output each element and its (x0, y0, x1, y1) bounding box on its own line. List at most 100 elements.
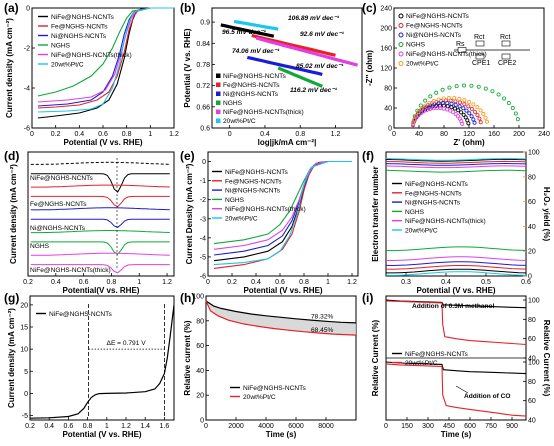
x-tick-label-b: 1.2 (331, 131, 341, 138)
nyquist-point-c (513, 111, 518, 116)
y-tick-label-c: 40 (384, 106, 392, 113)
nyquist-point-c (467, 111, 472, 116)
x-tick-label-b: 0.4 (260, 131, 270, 138)
nyquist-point-c (510, 106, 515, 111)
series-line-i (385, 300, 527, 346)
y-tick-label-h: 20 (196, 393, 204, 400)
nyquist-point-c (441, 96, 446, 101)
y-tick-label-a: 0 (26, 6, 30, 13)
x-tick-label-c: 120 (463, 131, 475, 138)
x-axis-label-i: Time (s) (441, 430, 472, 439)
legend-marker-c (398, 51, 404, 57)
y-tick-label-e: -1 (200, 178, 206, 185)
y-axis-label-g: Current density (mA cm⁻²) (7, 308, 16, 408)
legend-marker-c (398, 13, 404, 19)
nyquist-point-c (475, 113, 480, 118)
x-tick-label-c: 200 (513, 131, 525, 138)
x-tick-label-i: 600 (464, 423, 476, 430)
nyquist-point-c (456, 108, 461, 113)
x-axis-label-g: Potential (V vs. RHE) (62, 430, 141, 439)
legend-entry-g: NiFe@NGHS-NCNTs (49, 311, 112, 318)
x-tick-label-c: 0 (392, 131, 396, 138)
legend-entry-a: NGHS (51, 43, 71, 50)
x-tick-label-h: 4000 (258, 423, 274, 430)
tafel-line-b (255, 36, 359, 67)
legend-entry-c: NiFe@NGHS-NCNTs (406, 13, 469, 20)
nyquist-point-c (477, 116, 482, 121)
x-tick-label-e: 0.2 (227, 279, 237, 286)
series-line-h (205, 300, 357, 336)
x-tick-label-g: 0.4 (44, 423, 54, 430)
x-tick-label-d: 1 (137, 279, 141, 286)
circuit-label-c: Rct (500, 34, 511, 41)
y-right-tick-label-i: 40 (528, 418, 536, 425)
y-tick-label-h: 80 (196, 318, 204, 325)
x-tick-label-a: 1.2 (169, 131, 179, 138)
slope-annotation-b: 96.5 mV dec⁻¹ (222, 29, 267, 36)
legend-entry-b: 20wt%Pt/C (223, 118, 256, 125)
x-tick-label-i: 900 (506, 423, 518, 430)
cv-label-d: NiFe@NGHS-NCNTs (30, 175, 93, 182)
legend-marker-b (216, 91, 221, 96)
nyquist-point-c (452, 106, 457, 111)
plot-frame-h (205, 295, 357, 421)
legend-entry-e: Fe@NGHS-NCNTs (225, 178, 282, 185)
x-tick-label-a: 0.4 (74, 131, 84, 138)
nyquist-point-c (459, 110, 464, 115)
legend-entry-a: NiFe@NGHS-NCNTs (51, 14, 114, 21)
x-tick-label-f: 0.4 (441, 279, 451, 286)
legend-entry-f: NiFe@NGHS-NCNTs(thick) (405, 218, 486, 225)
y-right-tick-label-f: 40 (528, 224, 536, 231)
legend-entry-f: NiFe@NGHS-NCNTs (405, 181, 468, 188)
nyquist-point-c (453, 102, 458, 107)
y-tick-label-h: 100 (192, 294, 204, 301)
legend-entry-b: Ni@NGHS-NCNTs (223, 91, 279, 98)
nyquist-point-c (418, 103, 423, 108)
legend-entry-b: Fe@NGHS-NCNTs (223, 82, 280, 89)
cv-line-d (30, 161, 170, 165)
nyquist-point-c (478, 120, 483, 125)
x-tick-label-c: 80 (440, 131, 448, 138)
nyquist-point-c (452, 96, 457, 101)
plot-frame-d (27, 151, 175, 277)
y-tick-label-c: 240 (380, 6, 392, 13)
legend-entry-h: NiFe@NGHS-NCNTs (243, 385, 306, 392)
x-tick-label-d: 1.2 (162, 279, 172, 286)
y-right-tick-label-i: 100 (528, 360, 540, 367)
electron-number-line-f (385, 169, 527, 173)
x-tick-label-g: 0.8 (83, 423, 93, 430)
nyquist-point-c (449, 105, 454, 110)
x-tick-label-c: 160 (488, 131, 500, 138)
legend-marker-b (216, 73, 221, 78)
legend-marker-b (216, 109, 221, 114)
cv-line-d (30, 241, 170, 255)
x-tick-label-g: 0.6 (64, 423, 74, 430)
circuit-resistor-c (457, 47, 467, 53)
tafel-line-b (251, 33, 336, 57)
y-tick-label-c: 0 (388, 126, 392, 133)
x-tick-label-d: 0.2 (23, 279, 33, 286)
nyquist-point-c (469, 114, 474, 119)
y-axis-label-e: Current Density (mA cm⁻²) (185, 163, 194, 264)
x-axis-label-b: log|jk/mA cm⁻²| (258, 138, 317, 147)
series-line-g (29, 304, 175, 419)
x-tick-label-g: 1.4 (140, 423, 150, 430)
slope-annotation-b: 116.2 mV dec⁻¹ (290, 87, 338, 94)
delta-e-annotation-g: ΔE = 0.791 V (107, 340, 147, 347)
legend-entry-b: NiFe@NGHS-NCNTs (223, 73, 286, 80)
nyquist-point-c (484, 119, 489, 124)
legend-entry-a: Fe@NGHS-NCNTs (51, 24, 108, 31)
slope-annotation-b: 92.6 mV dec⁻¹ (300, 31, 345, 38)
nyquist-point-c (412, 117, 417, 122)
legend-marker-b (216, 82, 221, 87)
nyquist-point-c (466, 104, 471, 109)
x-tick-label-g: 1 (105, 423, 109, 430)
nyquist-point-c (471, 102, 476, 107)
nyquist-point-c (455, 114, 460, 119)
nyquist-point-c (446, 96, 451, 101)
nyquist-point-c (454, 84, 459, 89)
x-tick-label-e: 0.8 (299, 279, 309, 286)
legend-entry-e: NGHS (225, 197, 245, 204)
circuit-resistor-c (501, 40, 511, 47)
